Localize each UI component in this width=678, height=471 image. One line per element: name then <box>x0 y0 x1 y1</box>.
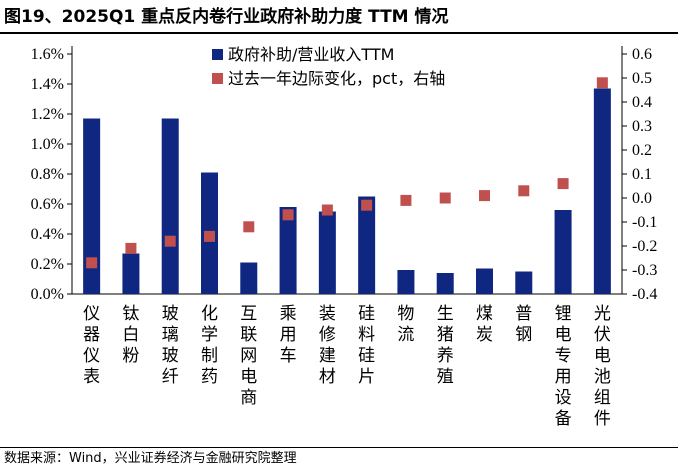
bar-2 <box>122 253 140 294</box>
category-label: 普钢 <box>515 304 532 345</box>
marker-8 <box>361 199 373 211</box>
right-tick-label: 0.6 <box>632 46 652 63</box>
marker-1 <box>86 257 98 269</box>
right-tick-label: -0.3 <box>632 262 657 279</box>
bar-13 <box>554 210 572 294</box>
marker-10 <box>439 192 451 204</box>
marker-series <box>86 77 608 269</box>
marker-13 <box>557 178 569 190</box>
bar-14 <box>593 88 611 294</box>
bar-7 <box>318 211 336 294</box>
category-label: 互联网电商 <box>240 304 257 408</box>
marker-2 <box>125 242 137 254</box>
marker-4 <box>204 230 215 242</box>
legend-bar-swatch <box>212 49 223 60</box>
left-tick-label: 1.4% <box>31 76 64 93</box>
legend-marker-swatch <box>212 73 223 84</box>
title-rule <box>0 32 678 34</box>
bar-6 <box>279 207 297 294</box>
marker-12 <box>518 185 530 197</box>
bar-11 <box>476 268 493 294</box>
marker-5 <box>243 221 255 233</box>
left-tick-label: 0.6% <box>31 196 64 213</box>
right-tick-label: 0.1 <box>632 166 652 183</box>
category-label: 玻璃玻纤 <box>162 304 179 387</box>
source-rule <box>0 447 678 448</box>
left-tick-label: 1.6% <box>31 46 64 63</box>
marker-14 <box>596 77 608 89</box>
bar-series <box>83 88 611 294</box>
category-label: 锂电专用设备 <box>555 304 572 429</box>
category-labels: 仪器仪表 钛白粉 玻璃玻纤 化学制药 互联网电商 乘用车 装修建材 硅料硅片 物流 生猪养殖 煤炭普… <box>83 304 611 429</box>
right-tick-label: 0.5 <box>632 70 652 87</box>
category-label: 煤炭 <box>476 304 493 345</box>
figure-title: 图19、2025Q1 重点反内卷行业政府补助力度 TTM 情况 <box>4 7 449 27</box>
right-tick-label: -0.1 <box>632 214 657 231</box>
legend-bar-label: 政府补助/营业收入TTM <box>228 45 394 64</box>
bar-5 <box>240 262 258 294</box>
bar-12 <box>515 271 533 294</box>
category-label: 乘用车 <box>280 304 297 366</box>
right-tick-label: 0.3 <box>632 118 652 135</box>
marker-11 <box>479 190 490 202</box>
right-tick-label: -0.2 <box>632 238 657 255</box>
right-axis-ticks: -0.4 -0.3 -0.2 -0.1 0.0 0.1 0.2 0.3 0.4 0.5 0.6 <box>622 46 657 303</box>
bar-9 <box>397 270 415 294</box>
category-label: 光伏电池组件 <box>594 304 611 429</box>
bar-3 <box>161 118 179 294</box>
legend: 政府补助/营业收入TTM 过去一年边际变化，pct，右轴 <box>212 45 445 88</box>
right-tick-label: -0.4 <box>632 286 657 303</box>
left-tick-label: 0.2% <box>31 256 64 273</box>
left-tick-label: 0.4% <box>31 226 64 243</box>
left-tick-label: 0.8% <box>31 166 64 183</box>
left-axis-ticks: 0.0% 0.2% 0.4% 0.6% 0.8% 1.0% 1.2% 1.4% 1.6% <box>31 46 72 303</box>
right-tick-label: 0.4 <box>632 94 652 111</box>
category-label: 物流 <box>397 304 414 345</box>
legend-marker-label: 过去一年边际变化，pct，右轴 <box>228 69 445 88</box>
right-tick-label: 0.2 <box>632 142 652 159</box>
category-label: 硅料硅片 <box>358 304 375 387</box>
bar-10 <box>436 273 454 294</box>
marker-7 <box>321 204 333 216</box>
category-label: 化学制药 <box>201 304 218 387</box>
source-note: 数据来源：Wind，兴业证券经济与金融研究院整理 <box>4 451 297 466</box>
left-tick-label: 0.0% <box>31 286 64 303</box>
left-tick-label: 1.0% <box>31 136 64 153</box>
left-tick-label: 1.2% <box>31 106 64 123</box>
marker-3 <box>164 235 176 247</box>
right-tick-label: 0.0 <box>632 190 652 207</box>
category-label: 装修建材 <box>319 304 336 387</box>
bar-1 <box>83 118 101 294</box>
category-label: 生猪养殖 <box>437 304 454 387</box>
marker-6 <box>282 209 294 221</box>
marker-9 <box>400 194 412 206</box>
bar-8 <box>358 196 376 294</box>
category-label: 仪器仪表 <box>83 304 100 387</box>
category-label: 钛白粉 <box>122 304 139 366</box>
